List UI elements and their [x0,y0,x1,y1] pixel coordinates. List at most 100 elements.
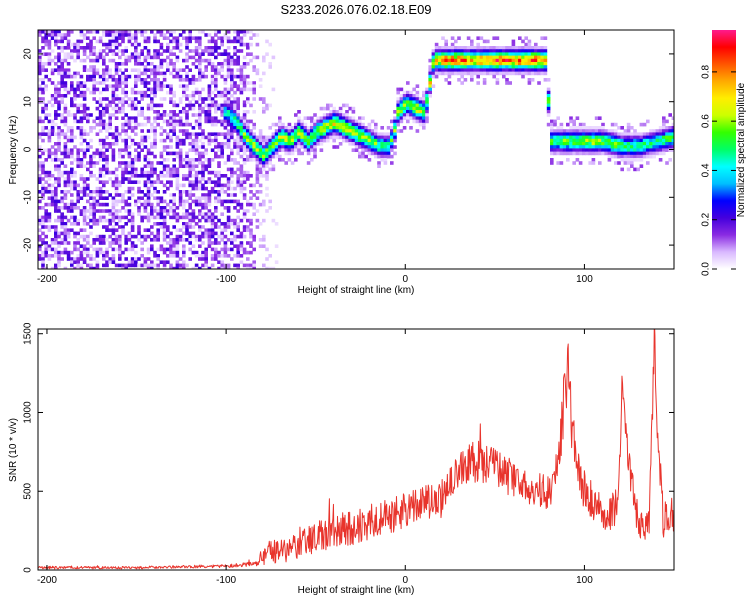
spectrogram-cell [82,190,87,194]
spectrogram-cell [182,158,186,162]
spectrogram-cell [79,234,84,239]
spectrogram-cell [98,138,103,143]
spectrogram-cell [207,212,212,216]
spectrogram-cell [505,52,509,56]
spectrogram-cell [223,244,228,248]
spectrogram-cell [41,215,45,220]
spectrogram-cell [76,260,80,264]
spectrogram-cell [47,138,52,143]
spectrogram-cell [665,132,669,136]
spectrogram-cell [86,119,90,124]
spectrogram-cell [191,231,196,236]
spectrogram-cell [473,62,477,66]
spectrogram-cell [281,122,285,127]
spectrogram-cell [153,110,157,114]
spectrogram-cell [220,65,224,69]
spectrogram-cell [226,65,231,69]
spectrogram-cell [50,190,55,194]
spectrogram-cell [422,97,426,101]
spectrogram-cell [185,46,189,50]
spectrogram-cell [92,212,96,216]
spectrogram-cell [671,126,674,130]
spectrogram-cell [255,142,260,146]
spectrogram-cell [146,49,151,53]
spectrogram-cell [226,110,231,114]
spectrogram-cell [146,116,151,120]
spectrogram-cell [60,231,64,236]
spectrogram-cell [255,55,260,60]
spectrogram-cell [236,36,240,40]
spectrogram-cell [175,151,180,156]
spectrogram-cell [130,97,135,101]
spectrogram-cell [114,65,119,69]
spectrogram-cell [140,62,144,66]
spectrogram-cell [351,135,356,140]
spectrogram-cell [236,228,240,232]
spectrogram-cell [124,58,128,63]
spectrogram-cell [54,30,58,34]
spectrogram-cell [255,190,260,194]
spectrogram-cell [188,257,192,261]
spectrogram-cell [150,170,154,175]
spectrogram-cell [223,94,228,98]
spectrogram-cell [214,39,218,44]
spectrogram-cell [655,138,660,143]
spectrogram-cell [130,106,135,111]
spectrogram-cell [246,257,250,261]
spectrogram-cell [655,142,660,146]
spectrogram-cell [540,65,544,69]
spectrogram-cell [118,36,122,40]
spectrogram-cell [175,186,180,191]
spectrogram-cell [172,266,176,269]
spectrogram-cell [146,234,151,239]
spectrogram-cell [482,68,487,72]
spectrogram-cell [444,65,448,69]
spectrogram-cell [108,145,112,149]
spectrogram-cell [143,145,148,149]
spectrogram-cell [121,103,125,108]
spectrogram-cell [242,151,247,156]
spectrogram-cell [60,100,64,104]
spectrogram-cell [79,142,84,146]
spectrogram-cell [620,138,624,143]
spectrogram-cell [230,78,234,82]
spectrogram-cell [300,126,304,130]
spectrogram-cell [198,90,202,95]
spectrogram-cell [182,174,186,178]
spectrogram-cell [214,180,218,184]
spectrogram-cell [146,36,151,40]
spectrogram-cell [182,238,186,242]
spectrogram-cell [153,78,157,82]
spectrogram-cell [236,161,240,165]
spectrogram-cell [204,202,208,207]
spectrogram-cell [406,110,410,114]
spectrogram-cell [278,142,282,146]
spectrogram-cell [175,71,180,76]
spectrogram-cell [553,122,557,127]
spectrogram-cell [143,170,148,175]
spectrogram-cell [194,177,199,181]
spectrogram-cell [290,135,295,140]
spectrogram-cell [226,36,231,40]
spectrogram-cell [105,65,109,69]
spectrogram-cell [540,62,544,66]
spectrogram-cell [146,74,151,79]
spectrogram-cell [393,138,397,143]
spectrogram-cell [124,138,128,143]
spectrogram-cell [50,193,55,197]
spectrogram-cell [626,142,631,146]
spectrogram-cell [146,148,151,152]
spectrogram-cell [134,68,138,72]
spectrogram-cell [63,36,68,40]
spectrogram-cell [668,113,672,117]
spectrogram-cell [214,71,218,76]
spectrogram-cell [390,126,394,130]
spectrogram-cell [268,138,272,143]
spectrogram-cell [249,142,253,146]
spectrogram-cell [207,90,212,95]
spectrogram-cell [114,180,119,184]
spectrogram-cell [527,62,532,66]
spectrogram-cell [553,135,557,140]
spectrogram-cell [508,58,512,63]
spectrogram-cell [198,266,202,269]
